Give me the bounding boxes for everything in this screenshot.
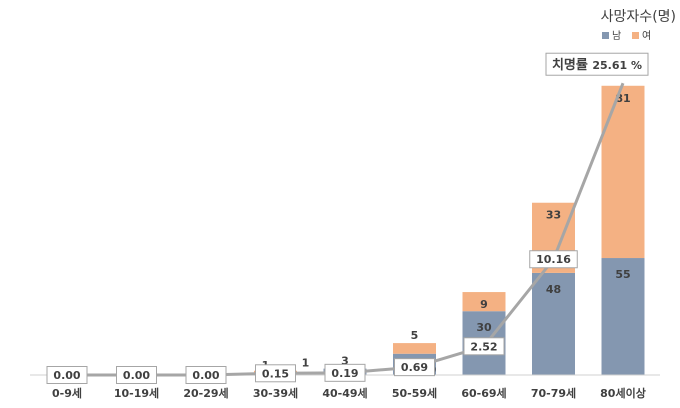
- bar-male-7: [532, 272, 575, 375]
- bar-female-6: [462, 292, 506, 312]
- svg-text:0.00: 0.00: [192, 369, 219, 382]
- x-tick-label-0: 0-9세: [52, 386, 82, 400]
- rate-label-8: 치명률 25.61 %: [545, 52, 649, 76]
- svg-text:0.69: 0.69: [401, 361, 428, 374]
- svg-text:0.00: 0.00: [53, 369, 80, 382]
- x-tick-label-8: 80세이상: [600, 386, 646, 400]
- svg-text:0.19: 0.19: [331, 367, 358, 380]
- bar-label-male-4: 3: [341, 355, 349, 368]
- bar-label-male-8: 55: [615, 268, 630, 281]
- x-tick-label-2: 20-29세: [183, 386, 228, 400]
- x-tick-label-1: 10-19세: [114, 386, 159, 400]
- x-tick-label-5: 50-59세: [392, 386, 437, 400]
- legend: 남 여: [602, 30, 651, 42]
- bar-label-female-3: 1: [302, 357, 310, 370]
- bar-label-female-5: 5: [411, 329, 419, 342]
- svg-text:10.16: 10.16: [536, 253, 571, 266]
- bar-label-male-7: 48: [546, 283, 561, 296]
- bar-female-8: [601, 85, 645, 259]
- chart-ylabel: 사망자수(명): [601, 9, 676, 25]
- legend-swatch-female: [632, 32, 639, 39]
- svg-text:0.15: 0.15: [262, 367, 289, 380]
- rate-label-2: 0.00: [185, 366, 227, 384]
- rate-label-0: 0.00: [46, 366, 88, 384]
- rate-label-7: 10.16: [529, 250, 578, 269]
- rate-label-6: 2.52: [463, 337, 505, 356]
- x-tick-label-4: 40-49세: [322, 386, 367, 400]
- rate-label-4: 0.19: [324, 363, 366, 382]
- bar-label-female-6: 9: [480, 298, 488, 311]
- x-tick-label-6: 60-69세: [461, 386, 506, 400]
- x-tick-label-7: 70-79세: [531, 386, 576, 400]
- legend-label-female: 여: [642, 30, 651, 42]
- legend-swatch-male: [602, 32, 609, 39]
- bar-label-female-7: 33: [546, 209, 561, 222]
- rate-label-5: 0.69: [394, 358, 435, 377]
- rate-label-1: 0.00: [116, 366, 157, 384]
- bar-female-5: [393, 343, 436, 354]
- svg-text:치명률 25.61 %: 치명률 25.61 %: [552, 57, 642, 73]
- bar-male-8: [601, 258, 645, 375]
- x-tick-label-3: 30-39세: [253, 386, 298, 400]
- bar-label-male-6: 30: [476, 321, 492, 334]
- svg-text:2.52: 2.52: [470, 340, 497, 353]
- legend-label-male: 남: [612, 30, 621, 42]
- rate-label-3: 0.15: [255, 364, 296, 383]
- svg-text:0.00: 0.00: [123, 369, 150, 382]
